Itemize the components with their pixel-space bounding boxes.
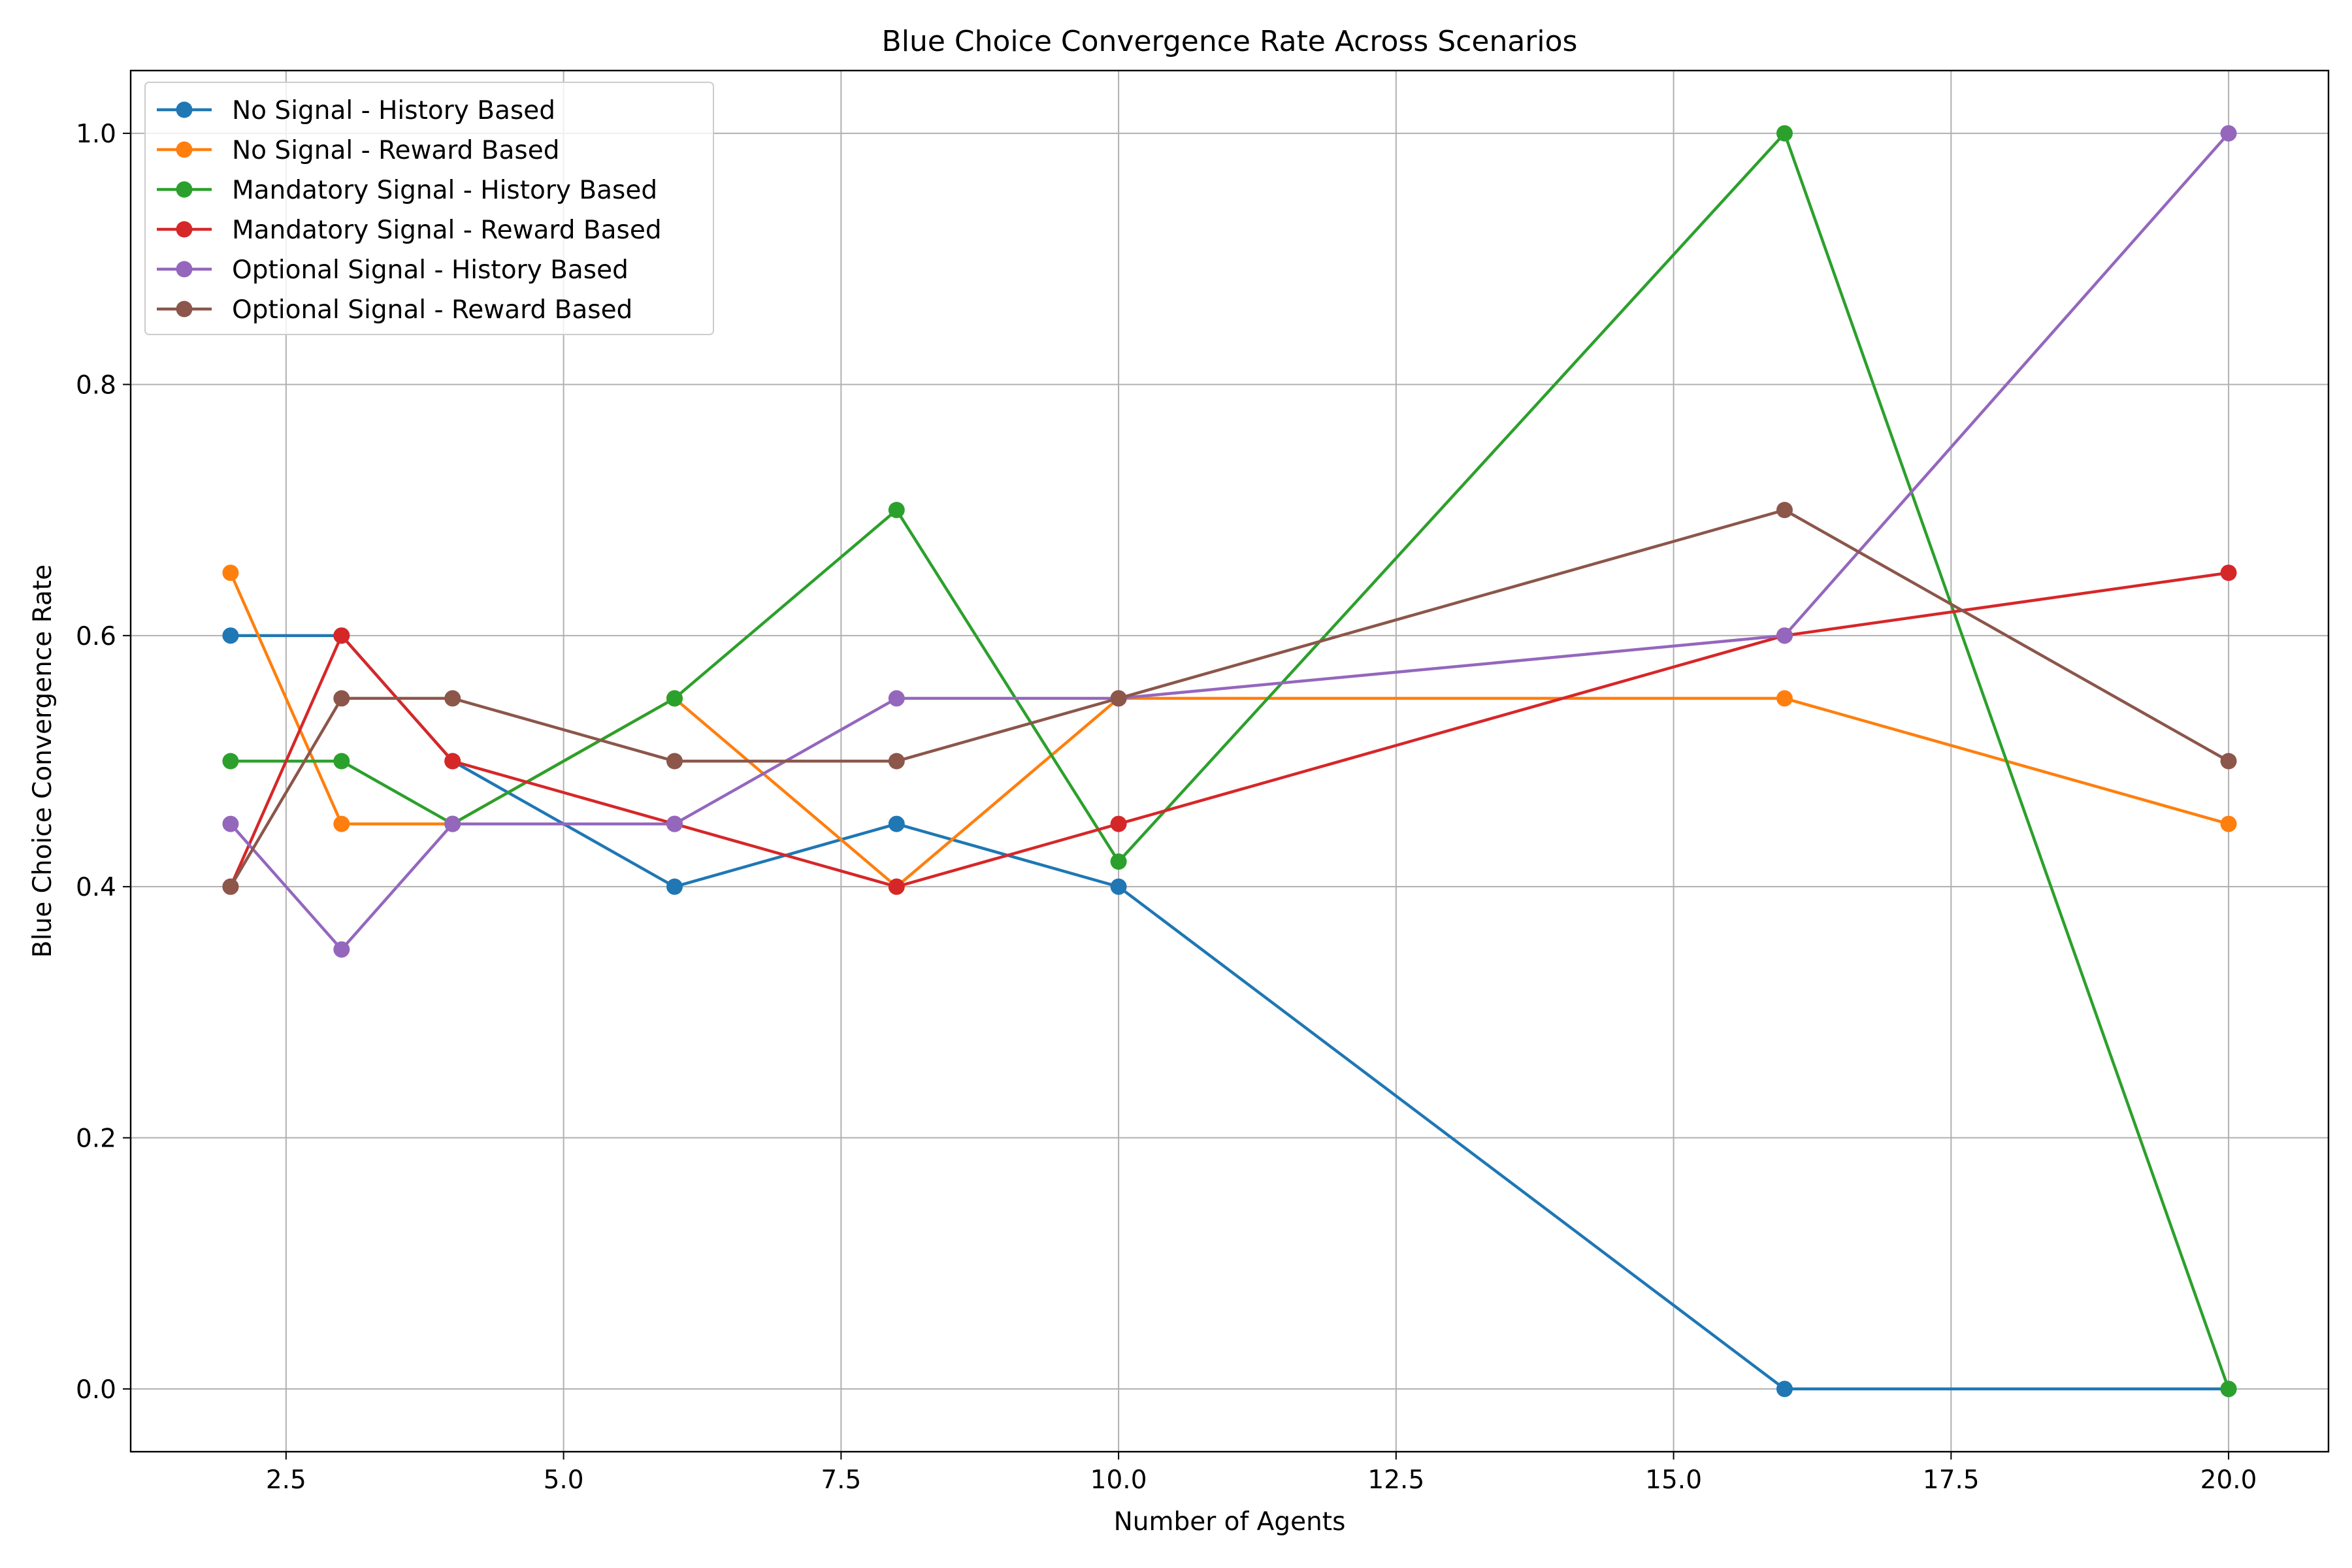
legend: No Signal - History Based No Signal - Rew…: [144, 82, 714, 335]
series-1-point: [666, 878, 683, 895]
series-4-point: [444, 753, 461, 770]
y-tick-label: 0.2: [76, 1124, 116, 1154]
y-axis-ticks: 0.0 0.2 0.4 0.6 0.8 1.0: [76, 120, 131, 1405]
series-6-point: [1110, 690, 1127, 707]
x-axis-label: Number of Agents: [1114, 1507, 1346, 1537]
series-2-point: [1776, 690, 1793, 707]
series-1-point: [222, 627, 239, 644]
series-6-point: [222, 878, 239, 895]
series-4-point: [888, 878, 905, 895]
y-tick-label: 0.6: [76, 622, 116, 651]
series-5-point: [222, 815, 239, 832]
legend-marker: [176, 261, 193, 278]
legend-label: Mandatory Signal - Reward Based: [232, 216, 662, 245]
series-line-4: [229, 571, 2229, 889]
series-3-point: [333, 753, 350, 770]
series-6-point: [444, 690, 461, 707]
plot-area-frame: [129, 69, 2330, 1453]
x-tick-label: 15.0: [1645, 1465, 1702, 1495]
x-tick-label: 12.5: [1367, 1465, 1424, 1495]
legend-label: Mandatory Signal - History Based: [232, 176, 657, 205]
y-tick-label: 0.8: [76, 370, 116, 400]
series-line-1: [230, 634, 2229, 1391]
series-5-point: [333, 941, 350, 958]
series-4-point: [1110, 815, 1127, 832]
series-points: [222, 125, 2237, 1397]
x-tick-label: 2.5: [266, 1465, 306, 1495]
series-6-point: [333, 690, 350, 707]
series-5-point: [444, 815, 461, 832]
chart-title: Blue Choice Convergence Rate Across Scen…: [882, 25, 1578, 58]
y-axis-label: Blue Choice Convergence Rate: [28, 564, 57, 958]
legend-label: Optional Signal - Reward Based: [232, 295, 632, 325]
series-2-point: [222, 564, 239, 581]
series-3-point: [222, 753, 239, 770]
series-4-point: [2220, 564, 2237, 581]
x-axis-ticks: 2.5 5.0 7.5 10.0 12.5 15.0 17.5 20.0: [266, 1452, 2257, 1495]
series-6-point: [2220, 753, 2237, 770]
grid-lines: [131, 71, 2328, 1452]
series-3-point: [1776, 125, 1793, 142]
series-line-2: [229, 572, 2229, 889]
x-tick-label: 5.0: [544, 1465, 584, 1495]
series-5-point: [1776, 627, 1793, 644]
series-5-point: [2220, 125, 2237, 142]
series-line-3: [230, 131, 2230, 1390]
series-lines: [229, 131, 2230, 1391]
series-2-point: [333, 815, 350, 832]
series-5-point: [666, 815, 683, 832]
y-tick-label: 0.0: [76, 1375, 116, 1405]
series-5-point: [888, 690, 905, 707]
series-1-point: [1110, 878, 1127, 895]
x-tick-label: 10.0: [1090, 1465, 1147, 1495]
legend-marker: [176, 221, 193, 238]
series-1-point: [1776, 1380, 1793, 1397]
series-2-point: [2220, 815, 2237, 832]
legend-marker: [176, 101, 193, 118]
legend-label: Optional Signal - History Based: [232, 255, 629, 285]
legend-label: No Signal - Reward Based: [232, 136, 559, 165]
x-tick-label: 20.0: [2200, 1465, 2257, 1495]
y-tick-label: 1.0: [76, 120, 116, 149]
series-line-6: [229, 508, 2230, 888]
legend-box: [144, 82, 714, 335]
legend-marker: [176, 181, 193, 198]
legend-label: No Signal - History Based: [232, 96, 555, 125]
series-6-point: [666, 753, 683, 770]
y-tick-label: 0.4: [76, 873, 116, 902]
series-3-point: [666, 690, 683, 707]
x-tick-label: 7.5: [821, 1465, 861, 1495]
series-3-point: [1110, 853, 1127, 870]
series-1-point: [888, 815, 905, 832]
series-3-point: [2220, 1380, 2237, 1397]
series-4-point: [333, 627, 350, 644]
series-6-point: [1776, 502, 1793, 519]
legend-marker: [176, 301, 193, 318]
series-3-point: [888, 502, 905, 519]
series-6-point: [888, 753, 905, 770]
x-tick-label: 17.5: [1923, 1465, 1980, 1495]
legend-marker: [176, 141, 193, 158]
